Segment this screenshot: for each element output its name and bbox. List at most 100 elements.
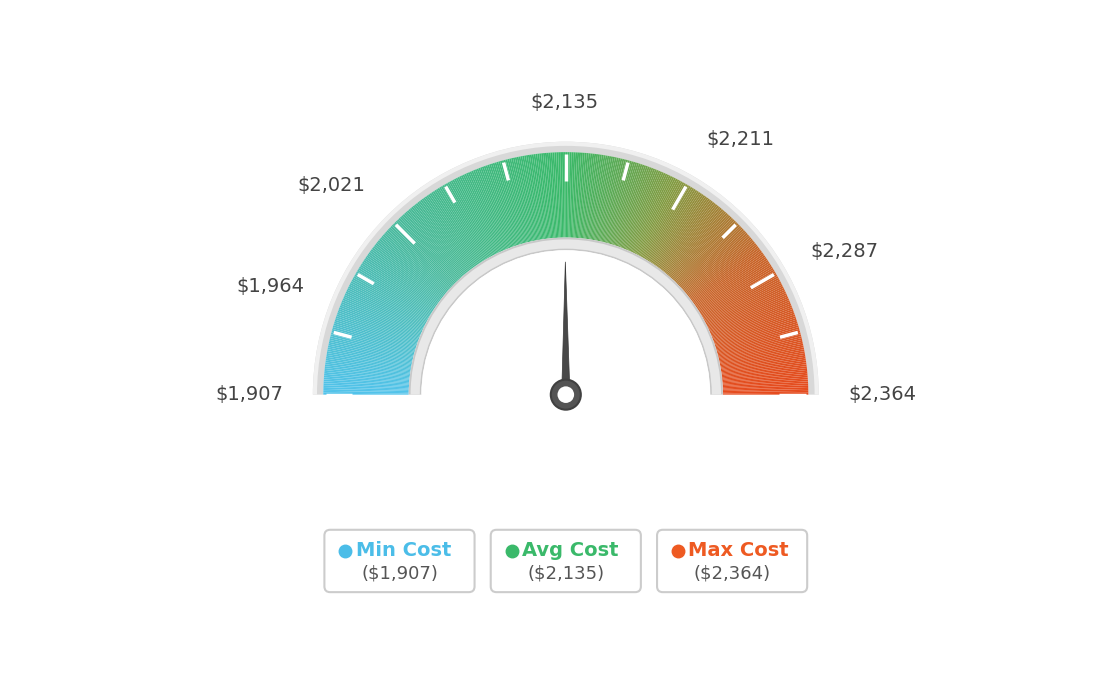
Wedge shape	[394, 221, 456, 284]
Wedge shape	[714, 316, 796, 345]
Wedge shape	[585, 154, 598, 239]
Wedge shape	[645, 185, 689, 259]
Wedge shape	[312, 141, 819, 395]
Wedge shape	[358, 268, 432, 314]
Wedge shape	[372, 248, 440, 300]
Wedge shape	[704, 281, 781, 322]
Wedge shape	[594, 156, 612, 240]
Wedge shape	[662, 203, 716, 271]
Wedge shape	[712, 307, 793, 339]
Wedge shape	[596, 157, 615, 241]
Wedge shape	[723, 387, 808, 391]
Wedge shape	[367, 255, 437, 306]
Wedge shape	[331, 333, 414, 355]
Wedge shape	[329, 338, 413, 359]
Wedge shape	[659, 199, 711, 269]
Wedge shape	[719, 336, 802, 358]
Wedge shape	[330, 335, 414, 357]
Wedge shape	[687, 240, 754, 295]
Wedge shape	[344, 295, 423, 331]
Wedge shape	[426, 195, 477, 266]
Wedge shape	[532, 155, 545, 239]
Text: $1,907: $1,907	[215, 385, 283, 404]
Wedge shape	[486, 165, 514, 246]
Wedge shape	[519, 157, 537, 241]
Text: ($2,364): ($2,364)	[693, 564, 771, 582]
Wedge shape	[595, 157, 613, 241]
Circle shape	[551, 380, 581, 410]
Wedge shape	[723, 383, 808, 388]
Wedge shape	[676, 221, 737, 284]
Wedge shape	[351, 281, 427, 322]
Wedge shape	[601, 158, 620, 242]
Wedge shape	[707, 286, 784, 326]
Wedge shape	[517, 157, 535, 241]
Wedge shape	[323, 383, 408, 388]
Wedge shape	[352, 278, 428, 320]
Wedge shape	[323, 391, 408, 393]
Wedge shape	[325, 364, 410, 376]
Wedge shape	[628, 172, 664, 251]
Wedge shape	[677, 223, 739, 284]
Text: ($1,907): ($1,907)	[361, 564, 438, 582]
Wedge shape	[705, 283, 782, 324]
Polygon shape	[562, 262, 570, 395]
Wedge shape	[657, 197, 709, 268]
Wedge shape	[498, 161, 523, 244]
Wedge shape	[570, 152, 573, 237]
Wedge shape	[588, 155, 602, 239]
Wedge shape	[722, 362, 806, 375]
Wedge shape	[469, 171, 505, 250]
Wedge shape	[546, 152, 554, 238]
Text: $1,964: $1,964	[236, 277, 305, 296]
Wedge shape	[328, 346, 412, 364]
Wedge shape	[703, 276, 778, 319]
Wedge shape	[471, 170, 506, 250]
Wedge shape	[411, 239, 721, 395]
Wedge shape	[721, 355, 805, 370]
Wedge shape	[332, 327, 415, 352]
Wedge shape	[335, 319, 416, 347]
Wedge shape	[411, 206, 467, 274]
Wedge shape	[554, 152, 560, 238]
Wedge shape	[369, 252, 438, 304]
Wedge shape	[404, 213, 461, 277]
Wedge shape	[722, 374, 808, 382]
Wedge shape	[713, 310, 794, 342]
Wedge shape	[679, 227, 743, 287]
Wedge shape	[580, 153, 588, 238]
Wedge shape	[581, 153, 591, 238]
Wedge shape	[592, 155, 607, 240]
Wedge shape	[325, 372, 410, 381]
Wedge shape	[405, 211, 463, 277]
Wedge shape	[323, 393, 408, 395]
Text: $2,211: $2,211	[707, 130, 774, 149]
Wedge shape	[333, 324, 416, 350]
Wedge shape	[388, 228, 452, 288]
Wedge shape	[565, 152, 567, 237]
Wedge shape	[323, 382, 408, 387]
Wedge shape	[602, 159, 623, 242]
Wedge shape	[329, 340, 413, 360]
Wedge shape	[623, 168, 655, 248]
Wedge shape	[418, 201, 471, 270]
Wedge shape	[495, 162, 521, 244]
Wedge shape	[701, 271, 775, 316]
Wedge shape	[399, 218, 458, 281]
Wedge shape	[577, 152, 585, 238]
Wedge shape	[618, 166, 648, 247]
Wedge shape	[684, 236, 751, 293]
Wedge shape	[614, 164, 643, 246]
Wedge shape	[481, 166, 512, 247]
Wedge shape	[590, 155, 604, 239]
Wedge shape	[556, 152, 561, 237]
Wedge shape	[383, 234, 448, 292]
Wedge shape	[575, 152, 583, 238]
Wedge shape	[422, 250, 710, 395]
Wedge shape	[339, 307, 420, 339]
Wedge shape	[325, 366, 410, 377]
FancyBboxPatch shape	[490, 530, 641, 592]
Wedge shape	[393, 223, 455, 284]
Wedge shape	[605, 159, 628, 243]
Wedge shape	[690, 246, 758, 299]
